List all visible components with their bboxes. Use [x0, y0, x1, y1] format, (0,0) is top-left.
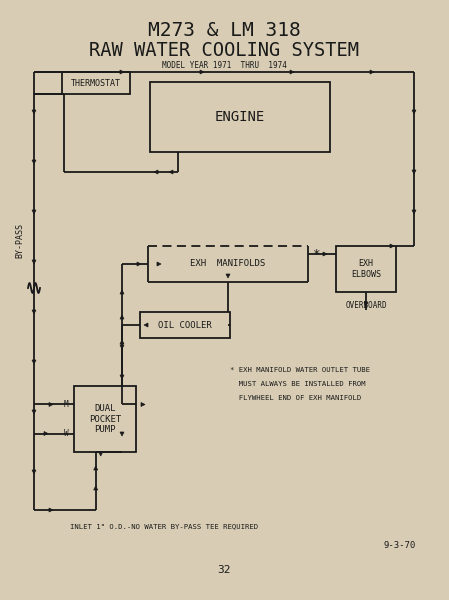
Polygon shape	[412, 210, 416, 214]
Polygon shape	[120, 70, 124, 74]
Polygon shape	[32, 210, 36, 214]
Bar	[62, 72, 130, 94]
Bar	[140, 312, 230, 338]
Polygon shape	[120, 340, 124, 344]
Polygon shape	[412, 110, 416, 114]
Polygon shape	[154, 170, 158, 174]
Text: 32: 32	[217, 565, 231, 575]
Text: W: W	[64, 429, 68, 438]
Polygon shape	[120, 290, 124, 294]
Polygon shape	[32, 160, 36, 164]
Polygon shape	[32, 470, 36, 474]
Polygon shape	[390, 244, 394, 248]
Polygon shape	[370, 70, 374, 74]
Polygon shape	[141, 403, 145, 406]
Text: MODEL YEAR 1971  THRU  1974: MODEL YEAR 1971 THRU 1974	[162, 61, 286, 70]
Text: EXH  MANIFOLDS: EXH MANIFOLDS	[190, 259, 266, 269]
Polygon shape	[169, 170, 173, 174]
Bar	[150, 82, 330, 152]
Text: OIL COOLER: OIL COOLER	[158, 320, 212, 329]
Polygon shape	[144, 323, 148, 327]
Text: EXH
ELBOWS: EXH ELBOWS	[351, 259, 381, 278]
Text: M273 & LM 318: M273 & LM 318	[148, 20, 300, 40]
Polygon shape	[120, 315, 124, 319]
Polygon shape	[32, 360, 36, 364]
Text: *: *	[312, 248, 320, 261]
Polygon shape	[323, 252, 327, 256]
Text: DUAL
POCKET
PUMP: DUAL POCKET PUMP	[89, 404, 121, 434]
Text: MUST ALWAYS BE INSTALLED FROM: MUST ALWAYS BE INSTALLED FROM	[230, 381, 365, 387]
Text: RAW WATER COOLING SYSTEM: RAW WATER COOLING SYSTEM	[89, 40, 359, 59]
Polygon shape	[32, 310, 36, 314]
Bar	[74, 386, 136, 452]
Text: FLYWHEEL END OF EXH MANIFOLD: FLYWHEEL END OF EXH MANIFOLD	[230, 395, 361, 401]
Polygon shape	[32, 260, 36, 264]
Text: * EXH MANIFOLD WATER OUTLET TUBE: * EXH MANIFOLD WATER OUTLET TUBE	[230, 367, 370, 373]
Polygon shape	[200, 70, 204, 74]
Polygon shape	[290, 70, 294, 74]
Polygon shape	[32, 110, 36, 114]
Polygon shape	[120, 432, 124, 436]
Polygon shape	[157, 262, 161, 266]
Polygon shape	[120, 375, 124, 379]
Polygon shape	[412, 170, 416, 174]
Polygon shape	[226, 274, 230, 278]
Polygon shape	[49, 403, 53, 406]
Bar	[336, 246, 396, 292]
Polygon shape	[99, 452, 103, 456]
Text: BY-PASS: BY-PASS	[16, 223, 25, 257]
Polygon shape	[94, 486, 98, 490]
Polygon shape	[44, 431, 48, 436]
Text: INLET 1" O.D.-NO WATER BY-PASS TEE REQUIRED: INLET 1" O.D.-NO WATER BY-PASS TEE REQUI…	[70, 523, 258, 529]
Polygon shape	[94, 466, 98, 470]
Polygon shape	[137, 262, 141, 266]
Polygon shape	[32, 410, 36, 414]
Polygon shape	[120, 345, 124, 349]
Polygon shape	[364, 302, 368, 306]
Text: M: M	[64, 400, 68, 409]
Text: ENGINE: ENGINE	[215, 110, 265, 124]
Text: 9-3-70: 9-3-70	[384, 541, 416, 550]
Text: THERMOSTAT: THERMOSTAT	[71, 79, 121, 88]
Text: OVERBOARD: OVERBOARD	[345, 301, 387, 311]
Polygon shape	[49, 508, 53, 512]
